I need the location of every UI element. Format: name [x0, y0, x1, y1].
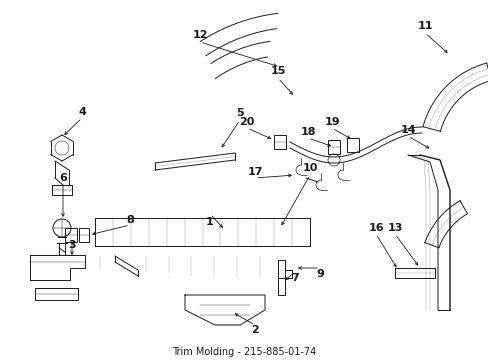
Text: 12: 12 — [192, 30, 207, 40]
Text: 18: 18 — [300, 127, 315, 137]
Text: 13: 13 — [386, 223, 402, 233]
Text: 9: 9 — [315, 269, 323, 279]
Bar — [346, 138, 358, 152]
Text: 20: 20 — [239, 117, 254, 127]
Bar — [79, 228, 89, 242]
Text: 5: 5 — [236, 108, 244, 118]
Text: Trim Molding - 215-885-01-74: Trim Molding - 215-885-01-74 — [171, 347, 315, 357]
Text: 2: 2 — [251, 325, 258, 335]
Text: 17: 17 — [247, 167, 262, 177]
Text: 14: 14 — [399, 125, 415, 135]
Text: 6: 6 — [59, 173, 67, 183]
Bar — [327, 140, 339, 154]
Text: 19: 19 — [324, 117, 339, 127]
Text: 4: 4 — [78, 107, 86, 117]
Text: 10: 10 — [302, 163, 317, 173]
Text: 8: 8 — [126, 215, 134, 225]
Bar — [65, 228, 77, 242]
Bar — [273, 135, 285, 149]
Text: 15: 15 — [270, 66, 285, 76]
Text: 11: 11 — [416, 21, 432, 31]
Text: 16: 16 — [367, 223, 383, 233]
Bar — [52, 185, 72, 195]
Text: 7: 7 — [290, 273, 298, 283]
Text: 3: 3 — [68, 240, 76, 250]
Text: 1: 1 — [206, 217, 213, 227]
